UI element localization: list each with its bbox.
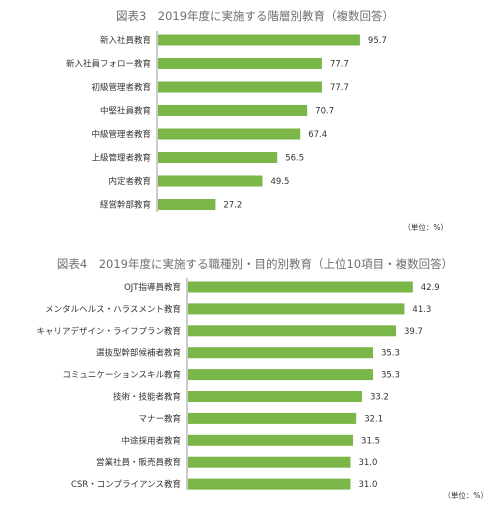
chart2-value-label: 31.0 [358,458,377,468]
chart2-bar [188,281,413,293]
chart2-value-label: 42.9 [421,283,440,293]
chart1-bar [158,81,322,93]
chart2-value-label: 33.2 [370,393,389,403]
chart2-category-label: CSR・コンプライアンス教育 [71,479,181,490]
chart1-category-label: 上級管理者教育 [91,153,151,164]
chart2-bar [188,456,351,468]
chart1-value-label: 49.5 [270,177,289,187]
chart2-category-label: メンタルヘルス・ハラスメント教育 [45,304,181,315]
chart1-bar [158,105,308,116]
chart1-category-label: 経営幹部教育 [100,200,151,211]
chart2-unit-label: （単位：%） [443,490,488,500]
chart2-category-label: 中途採用者教育 [121,435,181,446]
chart2-value-label: 32.1 [364,414,383,424]
chart2-category-label: マナー教育 [138,413,181,424]
chart2-value-label: 41.3 [412,305,431,315]
chart2-title: 図表4 2019年度に実施する職種別・目的別教育（上位10項目・複数回答） [57,257,453,271]
chart2-category-label: 選抜型幹部候補者教育 [96,348,181,359]
chart2-category-label: キャリアデザイン・ライフプラン教育 [36,326,181,337]
chart1-value-label: 70.7 [315,107,334,117]
chart2-category-label: OJT指導員教育 [124,282,181,293]
chart2-value-label: 35.3 [381,371,400,381]
chart1-bar [158,152,278,163]
chart1-category-label: 中堅社員教育 [100,106,151,117]
chart2-category-label: 営業社員・販売員教育 [96,457,181,468]
chart1-category-label: 新入社員フォロー教育 [66,59,151,70]
chart1-bar [158,128,301,140]
chart1-value-label: 27.2 [223,201,242,211]
chart2-bar [188,391,362,402]
chart1-bar [158,34,360,46]
chart2-value-label: 31.5 [361,436,380,446]
chart1-bar [158,199,216,210]
chart1-category-label: 中級管理者教育 [91,129,151,140]
chart1-value-label: 67.4 [308,130,327,140]
chart2-bars: OJT指導員教育 42.9 メンタルヘルス・ハラスメント教育 41.3 キャリアデザイン… [36,281,440,490]
chart2-bar [188,478,351,490]
chart2-bar [188,303,405,315]
chart-job-type-education: 図表4 2019年度に実施する職種別・目的別教育（上位10項目・複数回答） OJ… [36,257,488,500]
chart2-category-label: 技術・技能者教育 [113,392,181,403]
chart2-category-label: コミュニケーションスキル教育 [62,370,181,381]
chart1-value-label: 77.7 [330,83,349,93]
chart1-unit-label: （単位：%） [403,222,448,232]
chart1-bar [158,58,322,69]
chart1-value-label: 95.7 [368,36,387,46]
chart2-value-label: 39.7 [404,327,423,337]
chart-hierarchy-education: 図表3 2019年度に実施する階層別教育（複数回答） 新入社員教育 95.7新入社… [66,9,448,232]
chart2-bar [188,434,354,446]
chart1-value-label: 56.5 [285,154,304,164]
chart1-bar [158,175,263,187]
chart2-bar [188,347,373,359]
chart1-category-label: 初級管理者教育 [91,82,151,93]
chart2-bar [188,325,397,337]
chart1-category-label: 新入社員教育 [100,35,151,46]
chart1-category-label: 内定者教育 [108,176,151,187]
chart2-value-label: 31.0 [358,480,377,490]
chart2-bar [188,369,373,381]
chart1-value-label: 77.7 [330,60,349,70]
chart2-bar [188,412,357,424]
chart1-title: 図表3 2019年度に実施する階層別教育（複数回答） [116,9,394,23]
chart2-value-label: 35.3 [381,349,400,359]
chart1-bars: 新入社員教育 95.7 新入社員フォロー教育 77.7 初級管理者教育 77.7 中堅社員教… [66,34,387,211]
